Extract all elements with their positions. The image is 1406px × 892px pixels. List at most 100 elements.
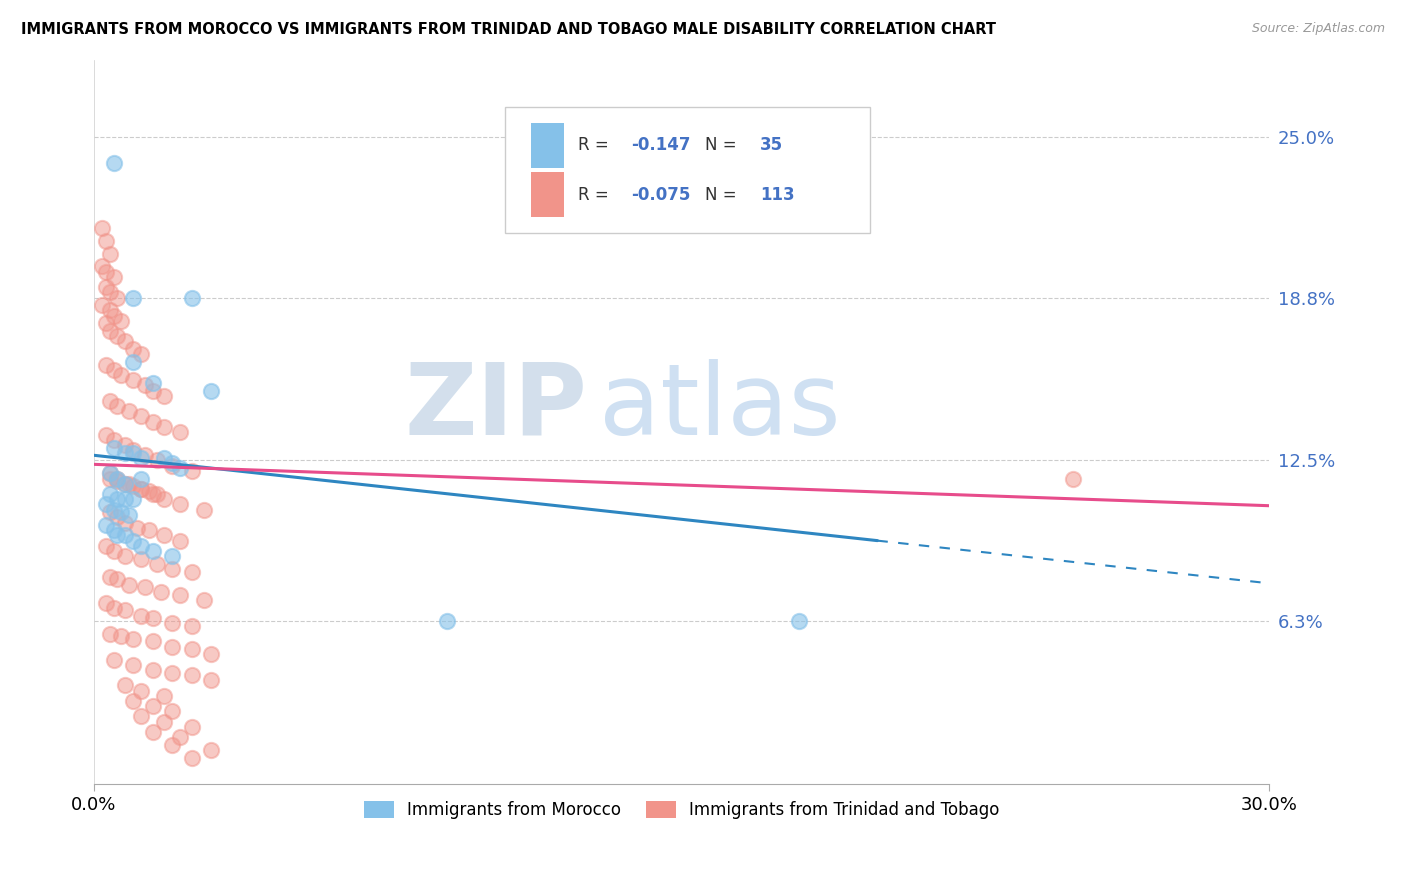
Point [114,438,136,452]
Point [129,409,152,424]
Point [145,557,167,571]
Point [90,220,112,235]
Text: 35: 35 [761,136,783,154]
Point [107,291,129,305]
Text: -0.147: -0.147 [631,136,690,154]
Point [103,652,125,666]
Point [129,551,152,566]
FancyBboxPatch shape [531,123,564,168]
Point [110,368,132,383]
Point [180,642,202,657]
Point [1062,472,1084,486]
Point [129,482,152,496]
Point [180,668,202,682]
Point [107,573,129,587]
Point [103,156,125,170]
Point [107,329,129,343]
Point [98,487,121,501]
Point [142,384,165,398]
Point [114,476,136,491]
Point [129,482,152,496]
Point [122,479,145,493]
Point [98,246,121,260]
Point [114,446,136,460]
Point [142,725,165,739]
Point [200,648,222,662]
Point [142,487,165,501]
Point [169,497,191,511]
Text: Source: ZipAtlas.com: Source: ZipAtlas.com [1251,22,1385,36]
Point [122,492,145,507]
Point [129,608,152,623]
Point [162,704,184,718]
Point [153,714,176,729]
Point [122,533,145,548]
Point [103,544,125,558]
Point [90,260,112,274]
Point [145,487,167,501]
Point [180,464,202,478]
Point [162,738,184,752]
Point [98,570,121,584]
Text: R =: R = [578,136,614,154]
Point [114,603,136,617]
Point [180,291,202,305]
Point [114,516,136,530]
Point [103,523,125,537]
Point [103,433,125,447]
Point [142,415,165,429]
Point [94,280,117,294]
Point [169,461,191,475]
Point [98,467,121,481]
Point [125,521,148,535]
FancyBboxPatch shape [531,172,564,217]
Legend: Immigrants from Morocco, Immigrants from Trinidad and Tobago: Immigrants from Morocco, Immigrants from… [357,795,1007,826]
Text: 113: 113 [761,186,794,203]
Point [200,384,222,398]
Point [200,743,222,757]
Point [107,472,129,486]
Point [114,492,136,507]
Point [122,373,145,387]
Point [122,446,145,460]
Point [153,689,176,703]
Point [142,634,165,648]
FancyBboxPatch shape [505,107,869,234]
Point [153,492,176,507]
Point [162,640,184,654]
Point [98,472,121,486]
Point [169,533,191,548]
Point [114,528,136,542]
Point [94,518,117,533]
Point [122,657,145,672]
Point [134,448,156,462]
Point [107,528,129,542]
Point [142,544,165,558]
Point [98,626,121,640]
Point [138,523,160,537]
Point [122,632,145,646]
Text: R =: R = [578,186,614,203]
Point [103,269,125,284]
Point [103,309,125,323]
Point [110,629,132,643]
Point [90,298,112,312]
Point [134,378,156,392]
Point [118,404,141,418]
Point [142,611,165,625]
Point [153,420,176,434]
Point [94,265,117,279]
Point [129,450,152,465]
Point [103,502,125,516]
Point [129,347,152,361]
Point [94,596,117,610]
Point [94,234,117,248]
Point [149,585,172,599]
Point [142,663,165,677]
Point [94,497,117,511]
Point [193,593,215,607]
Point [787,614,810,628]
Point [153,450,176,465]
Point [162,616,184,631]
Point [180,565,202,579]
